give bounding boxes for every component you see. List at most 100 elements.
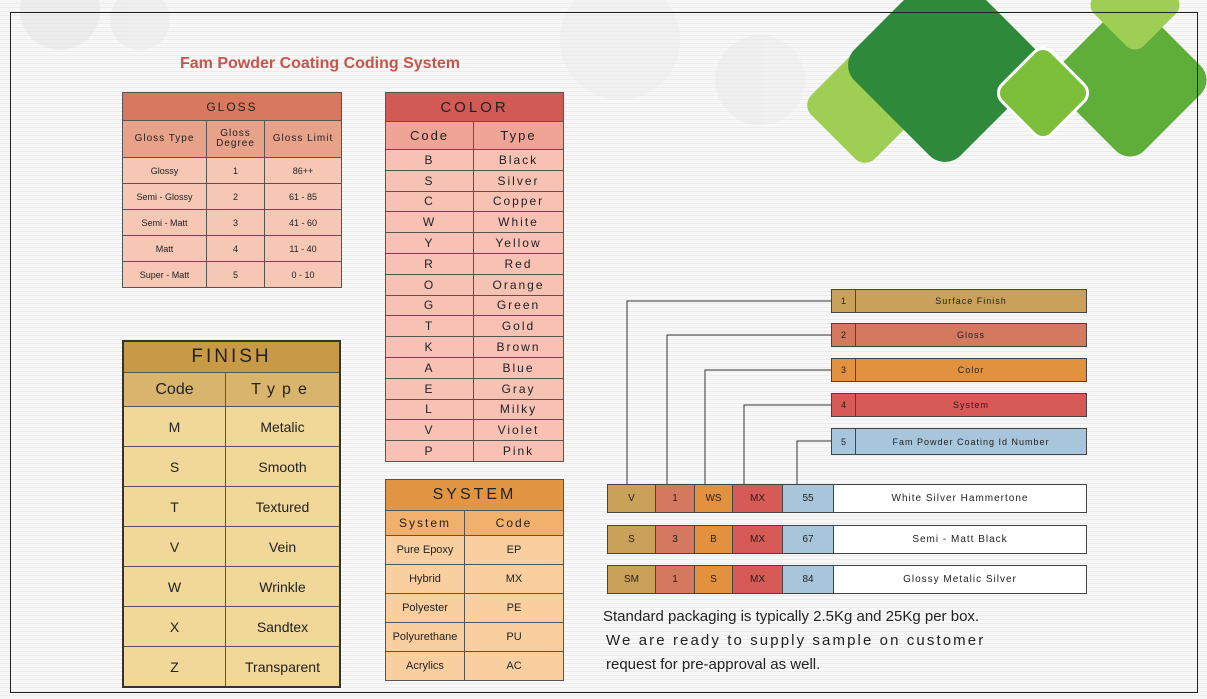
gloss-limit: 11 - 40: [264, 235, 342, 262]
finish-type: Transparent: [225, 646, 341, 688]
system-header: SYSTEM: [385, 479, 564, 511]
color-code: G: [385, 294, 474, 317]
color-type: Gold: [473, 315, 564, 338]
gloss-limit: 41 - 60: [264, 209, 342, 236]
table-row: P Pink: [385, 440, 564, 462]
table-row: Pure Epoxy EP: [385, 535, 564, 565]
example-gloss-code: 1: [656, 566, 695, 593]
note-line: request for pre-approval as well.: [606, 656, 821, 673]
table-row: L Milky: [385, 398, 564, 421]
finish-code: M: [122, 406, 226, 447]
table-row: Polyurethane PU: [385, 622, 564, 652]
color-code: E: [385, 377, 474, 400]
table-row: V Violet: [385, 419, 564, 442]
legend-number: 4: [832, 394, 856, 416]
table-row: S Smooth: [122, 446, 341, 487]
legend-color: 3 Color: [831, 358, 1087, 382]
example-code-row: V 1 WS MX 55 White Silver Hammertone: [607, 484, 1087, 513]
example-finish-code: S: [608, 526, 656, 553]
legend-surface-finish: 1 Surface Finish: [831, 289, 1087, 313]
color-code: K: [385, 336, 474, 358]
table-row: Glossy 1 86++: [122, 157, 342, 184]
page-frame: [10, 12, 1198, 693]
example-color-code: B: [695, 526, 733, 553]
legend-id-number: 5 Fam Powder Coating Id Number: [831, 428, 1087, 455]
finish-code: V: [122, 526, 226, 567]
table-row: T Textured: [122, 486, 341, 527]
example-id-number: 67: [783, 526, 834, 553]
color-code: V: [385, 419, 474, 442]
color-code: O: [385, 273, 474, 296]
legend-number: 2: [832, 324, 856, 346]
finish-type: Vein: [225, 526, 341, 567]
color-col-type: Type: [473, 121, 564, 150]
gloss-limit: 86++: [264, 157, 342, 184]
example-gloss-code: 1: [656, 485, 695, 512]
gloss-degree: 5: [206, 261, 265, 288]
color-code: R: [385, 252, 474, 275]
system-name: Hybrid: [385, 564, 465, 594]
gloss-type: Glossy: [122, 157, 207, 184]
finish-code: W: [122, 566, 226, 607]
color-code: A: [385, 356, 474, 379]
legend-label: Color: [856, 359, 1086, 381]
color-code: Y: [385, 232, 474, 254]
finish-col-code: Code: [122, 372, 226, 407]
gloss-col-degree: Gloss Degree: [206, 120, 265, 158]
example-description: Glossy Metalic Silver: [834, 566, 1086, 593]
example-system-code: MX: [733, 526, 783, 553]
color-type: Gray: [473, 377, 564, 400]
table-row: M Metalic: [122, 406, 341, 447]
color-table: COLOR Code Type B Black S Silver C Copper W…: [385, 92, 564, 462]
finish-table: FINISH Code Type M Metalic S Smooth T Textu…: [122, 340, 341, 688]
color-code: L: [385, 398, 474, 421]
table-row: X Sandtex: [122, 606, 341, 647]
finish-header: FINISH: [122, 340, 341, 373]
gloss-col-type: Gloss Type: [122, 120, 207, 158]
table-row: Super - Matt 5 0 - 10: [122, 261, 342, 288]
color-type: Red: [473, 252, 564, 275]
gloss-type: Semi - Glossy: [122, 183, 207, 210]
table-row: T Gold: [385, 315, 564, 338]
system-code: MX: [464, 564, 564, 594]
color-code: T: [385, 315, 474, 338]
legend-label: Fam Powder Coating Id Number: [856, 429, 1086, 454]
color-type: Blue: [473, 356, 564, 379]
color-code: P: [385, 440, 474, 462]
example-color-code: WS: [695, 485, 733, 512]
system-code: PE: [464, 593, 564, 623]
example-id-number: 55: [783, 485, 834, 512]
finish-type: Smooth: [225, 446, 341, 487]
table-row: O Orange: [385, 273, 564, 296]
color-type: Violet: [473, 419, 564, 442]
color-type: Pink: [473, 440, 564, 462]
note-line: We are ready to supply sample on custome…: [606, 632, 986, 649]
example-code-row: S 3 B MX 67 Semi - Matt Black: [607, 525, 1087, 554]
color-code: S: [385, 169, 474, 192]
table-row: S Silver: [385, 169, 564, 192]
finish-code: Z: [122, 646, 226, 688]
color-type: Black: [473, 149, 564, 171]
table-row: Polyester PE: [385, 593, 564, 623]
legend-label: Surface Finish: [856, 290, 1086, 312]
color-type: Silver: [473, 169, 564, 192]
table-row: Matt 4 11 - 40: [122, 235, 342, 262]
legend-number: 3: [832, 359, 856, 381]
gloss-table: GLOSS Gloss Type Gloss Degree Gloss Limi…: [122, 92, 342, 288]
example-id-number: 84: [783, 566, 834, 593]
table-row: Z Transparent: [122, 646, 341, 688]
color-code: C: [385, 190, 474, 213]
table-row: A Blue: [385, 356, 564, 379]
table-row: C Copper: [385, 190, 564, 213]
color-type: Brown: [473, 336, 564, 358]
table-row: K Brown: [385, 336, 564, 358]
packaging-note: Standard packaging is typically 2.5Kg an…: [603, 605, 985, 677]
table-row: B Black: [385, 149, 564, 171]
system-name: Polyurethane: [385, 622, 465, 652]
finish-code: X: [122, 606, 226, 647]
finish-col-type: Type: [225, 372, 341, 407]
gloss-type: Matt: [122, 235, 207, 262]
gloss-type: Super - Matt: [122, 261, 207, 288]
table-row: Y Yellow: [385, 232, 564, 254]
example-gloss-code: 3: [656, 526, 695, 553]
